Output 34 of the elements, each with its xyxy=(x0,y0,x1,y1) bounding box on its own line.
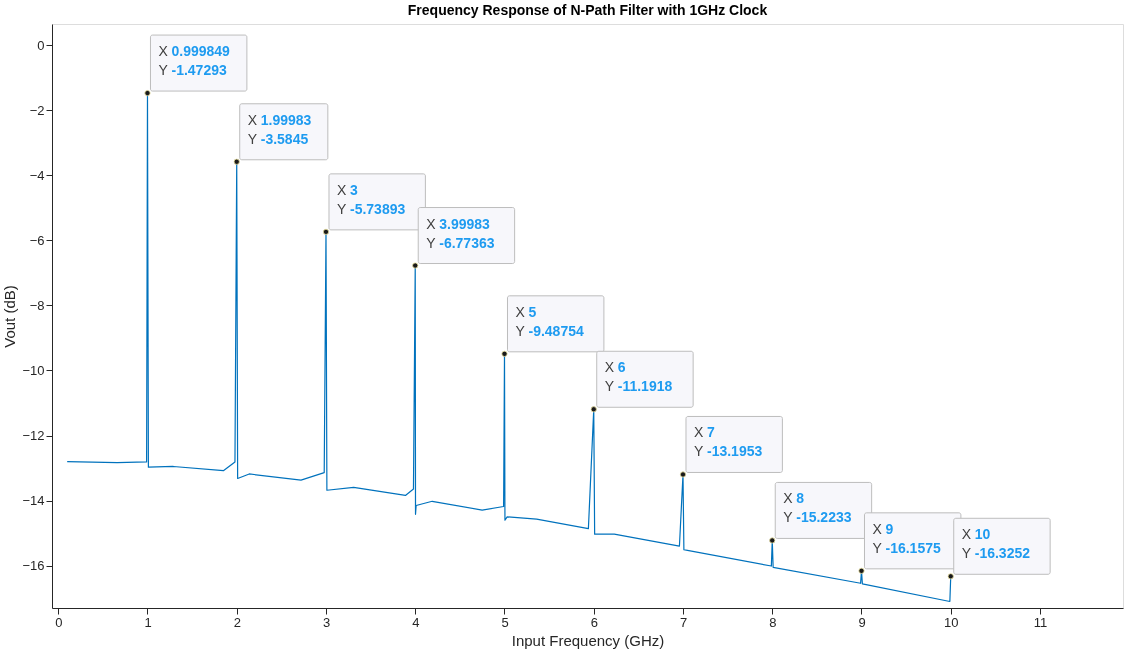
y-tick-label: −12 xyxy=(22,428,45,444)
annotation: X 5 Y -9.48754 xyxy=(515,303,584,339)
x-tick-label: 2 xyxy=(233,614,241,630)
annotation: X 6 Y -11.1918 xyxy=(604,359,673,395)
x-axis-title: Input Frequency (GHz) xyxy=(511,631,665,649)
y-tick-label: −10 xyxy=(22,363,45,378)
x-tick-label: 1 xyxy=(144,614,152,630)
y-tick-label: −4 xyxy=(29,167,45,183)
x-tick-label: 4 xyxy=(412,614,420,630)
x-tick-label: 3 xyxy=(322,614,331,630)
x-tick-label: 11 xyxy=(1033,614,1048,630)
y-axis-title: Vout (dB) xyxy=(1,285,19,348)
annotation: X 1.99983 Y -3.5845 xyxy=(247,111,312,147)
annotation: X 8 Y -15.2233 xyxy=(783,490,852,526)
annotation: X 10 Y -16.3252 xyxy=(961,526,1031,562)
y-tick-label: −6 xyxy=(29,232,45,248)
annotation: X 3.99983 Y -6.77363 xyxy=(426,215,495,251)
x-tick-label: 10 xyxy=(944,614,959,630)
x-tick-label: 7 xyxy=(679,614,688,630)
x-tick-label: 9 xyxy=(858,614,866,630)
y-tick-label: −2 xyxy=(29,102,45,118)
x-tick-label: 6 xyxy=(590,614,598,630)
x-tick-label: 8 xyxy=(769,614,777,630)
y-tick-label: −8 xyxy=(29,297,45,313)
y-tick-label: −16 xyxy=(22,558,45,574)
y-tick-label: 0 xyxy=(37,37,45,53)
annotation: X 3 Y -5.73893 xyxy=(337,181,406,217)
x-tick-label: 5 xyxy=(501,614,509,630)
annotation: X 0.999849 Y -1.47293 xyxy=(158,43,231,79)
x-tick-label: 0 xyxy=(55,614,63,630)
annotation: X 9 Y -16.1575 xyxy=(872,520,941,556)
y-tick-label: −14 xyxy=(22,493,45,509)
annotation: X 7 Y -13.1953 xyxy=(694,424,763,460)
chart-title: Frequency Response of N-Path Filter with 1GHz Clock xyxy=(407,2,768,18)
